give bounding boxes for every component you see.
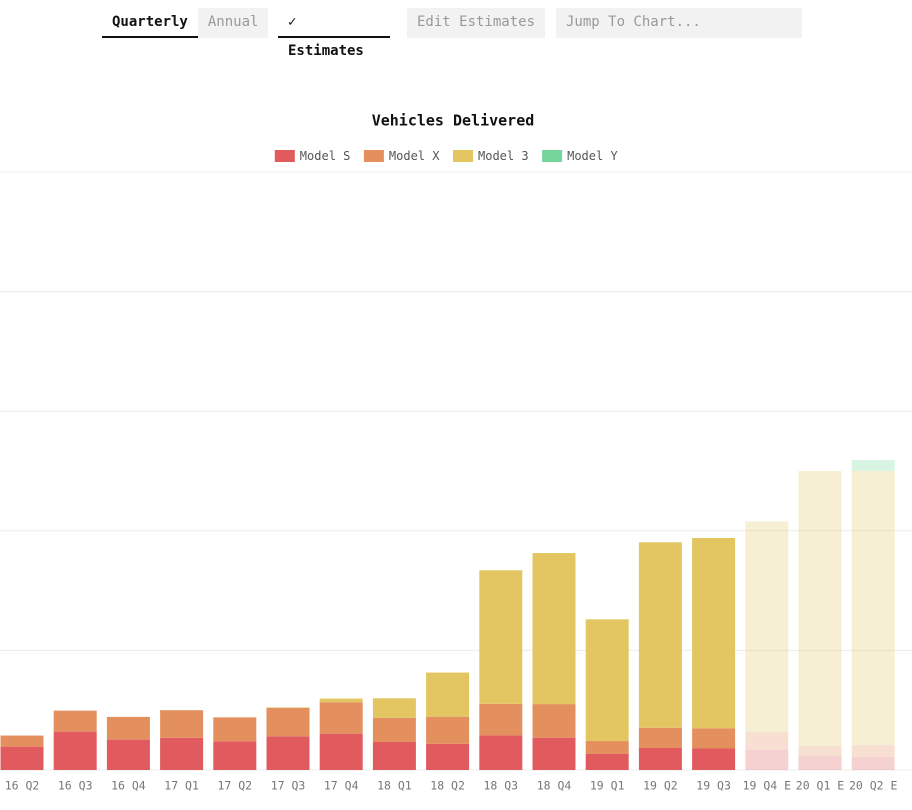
- bar-segment: [319, 698, 363, 703]
- bar-segment: [692, 728, 736, 749]
- x-tick-label: 18 Q1: [377, 779, 412, 793]
- bar-segment: [160, 737, 204, 770]
- bar-segment: [372, 698, 416, 718]
- x-tick-label: 17 Q3: [271, 779, 306, 793]
- bar-segment: [0, 746, 44, 770]
- x-tick-label: 17 Q2: [217, 779, 252, 793]
- bar-segment: [585, 753, 629, 770]
- edit-group: Edit Estimates: [407, 8, 546, 38]
- bar-segment: [851, 757, 895, 770]
- bar-segment: [638, 747, 682, 770]
- x-tick-label: 18 Q2: [430, 779, 465, 793]
- bar-segment: [638, 727, 682, 748]
- bar-segment: [745, 521, 789, 732]
- x-tick-label: 20 Q2 E: [849, 779, 898, 793]
- bar-segment: [798, 756, 842, 770]
- x-tick-label: 19 Q3: [696, 779, 731, 793]
- bar-segment: [426, 672, 470, 717]
- bar-segment: [851, 471, 895, 746]
- bar-segment: [532, 704, 576, 738]
- bar-segment: [532, 553, 576, 705]
- bar-segment: [106, 716, 150, 740]
- bar-segment: [426, 716, 470, 744]
- bar-segment: [798, 746, 842, 757]
- bar-segment: [851, 459, 895, 471]
- chart-title: Vehicles Delivered: [372, 112, 535, 130]
- x-tick-label: 17 Q1: [164, 779, 199, 793]
- period-tabs: Quarterly Annual: [102, 8, 269, 38]
- bar-segment: [585, 619, 629, 742]
- bar-segment: [638, 542, 682, 728]
- bar-segment: [266, 707, 310, 737]
- legend-label: Model 3: [478, 149, 529, 163]
- bar-segment: [692, 537, 736, 729]
- tab-annual[interactable]: Annual: [207, 14, 259, 30]
- x-tick-label: 19 Q1: [590, 779, 625, 793]
- search-input[interactable]: Jump To Chart...: [556, 8, 802, 38]
- bar-segment: [0, 735, 44, 747]
- x-tick-label: 17 Q4: [324, 779, 359, 793]
- bar-segment: [372, 741, 416, 770]
- legend-swatch: [274, 150, 295, 162]
- bar-segment: [213, 717, 257, 742]
- bar-segment: [426, 743, 470, 770]
- bar-segment: [266, 707, 310, 708]
- x-tick-label: 16 Q4: [111, 779, 146, 793]
- tab-quarterly[interactable]: Quarterly: [102, 8, 198, 38]
- x-tick-label: 16 Q3: [58, 779, 93, 793]
- bar-segment: [319, 733, 363, 770]
- x-tick-label: 19 Q2: [643, 779, 678, 793]
- bar-segment: [266, 736, 310, 770]
- bar-segment: [692, 748, 736, 770]
- x-tick-label: 20 Q1 E: [796, 779, 845, 793]
- estimates-group: ✓ Estimates: [278, 8, 390, 59]
- x-tick-label: 18 Q4: [537, 779, 572, 793]
- bar-segment: [160, 710, 204, 738]
- legend-swatch: [453, 150, 473, 162]
- bar-segment: [213, 741, 257, 770]
- bar-segment: [53, 710, 97, 732]
- bar-segment: [585, 741, 629, 754]
- legend-label: Model X: [389, 149, 440, 163]
- bar-segment: [851, 745, 895, 758]
- legend-label: Model S: [300, 149, 351, 163]
- legend-swatch: [542, 150, 563, 162]
- bar-segment: [53, 731, 97, 770]
- bar-segment: [479, 570, 523, 704]
- estimates-toggle[interactable]: ✓ Estimates: [278, 8, 390, 59]
- x-tick-label: 19 Q4 E: [743, 779, 792, 793]
- bar-segment: [798, 471, 842, 747]
- bar-segment: [532, 737, 576, 770]
- edit-estimates-button[interactable]: Edit Estimates: [417, 14, 536, 30]
- bar-segment: [319, 702, 363, 734]
- x-tick-label: 18 Q3: [483, 779, 518, 793]
- bar-segment: [372, 717, 416, 742]
- bar-segment: [745, 749, 789, 770]
- x-tick-label: 16 Q2: [5, 779, 40, 793]
- bar-segment: [106, 739, 150, 770]
- bar-segment: [479, 735, 523, 770]
- legend-swatch: [363, 150, 384, 162]
- bar-segment: [745, 731, 789, 750]
- legend-label: Model Y: [567, 149, 618, 163]
- bar-segment: [479, 703, 523, 736]
